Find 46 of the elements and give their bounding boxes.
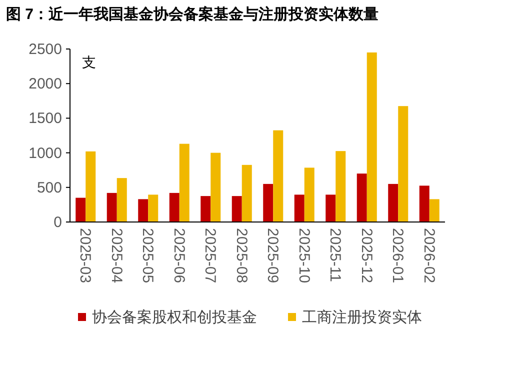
x-tick-label: 2025-03 [76, 228, 94, 284]
x-tick-label: 2025-10 [295, 228, 312, 284]
bar [179, 144, 190, 222]
bar [366, 52, 377, 222]
y-tick-label: 1500 [28, 110, 62, 128]
bar [148, 194, 158, 222]
x-tick-label: 2025-05 [139, 228, 156, 284]
bar [273, 130, 284, 222]
bar [356, 174, 367, 222]
x-tick-label: 2025-09 [264, 228, 282, 284]
bar [116, 178, 127, 222]
x-tick-label: 2025-12 [358, 228, 375, 284]
x-tick-label: 2025-06 [170, 228, 188, 284]
legend-label: 协会备案股权和创投基金 [92, 309, 257, 326]
bar [242, 164, 252, 222]
bar [200, 196, 211, 222]
y-axis-title: 支 [82, 54, 96, 70]
x-tick-label: 2026-01 [389, 228, 406, 284]
x-tick-label: 2025-04 [108, 228, 125, 284]
bar [138, 199, 148, 222]
bar [398, 106, 408, 222]
bar [336, 151, 346, 222]
bar [86, 151, 96, 222]
y-tick-label: 0 [54, 214, 62, 231]
x-tick-label: 2025-11 [326, 228, 344, 282]
chart-title: 图 7：近一年我国基金协会备案基金与注册投资实体数量 [6, 5, 379, 23]
bar [294, 194, 304, 222]
bar [419, 186, 430, 222]
x-tick-label: 2025-08 [232, 228, 250, 284]
x-tick-label: 2026-02 [420, 228, 438, 284]
bar [106, 192, 117, 222]
bar [210, 152, 221, 222]
y-tick-label: 2000 [28, 76, 62, 93]
y-tick-label: 2500 [28, 41, 62, 58]
x-tick-label: 2025-07 [202, 228, 219, 284]
bar [326, 194, 336, 222]
legend-label: 工商注册投资实体 [302, 309, 422, 326]
y-tick-label: 1000 [28, 144, 62, 162]
bar [232, 196, 242, 222]
bar [388, 184, 398, 222]
bar [263, 184, 274, 222]
bar [76, 198, 86, 222]
bar [429, 199, 440, 222]
bar [304, 168, 314, 222]
y-tick-label: 500 [36, 179, 62, 196]
bar [169, 192, 180, 222]
